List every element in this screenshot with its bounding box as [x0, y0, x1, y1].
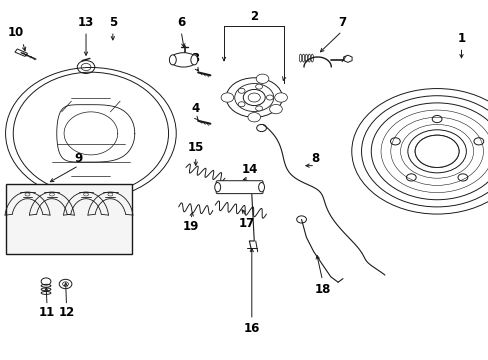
FancyBboxPatch shape [216, 181, 263, 194]
Text: 5: 5 [108, 16, 117, 29]
Text: 1: 1 [456, 32, 465, 45]
Text: 18: 18 [314, 283, 330, 296]
Ellipse shape [5, 67, 176, 199]
Text: 19: 19 [183, 220, 199, 233]
Circle shape [274, 93, 287, 102]
Circle shape [414, 135, 458, 167]
Bar [15, 49, 27, 57]
Ellipse shape [243, 89, 264, 105]
Text: 14: 14 [241, 163, 257, 176]
Circle shape [238, 102, 244, 107]
Text: 15: 15 [187, 141, 203, 154]
Ellipse shape [258, 183, 264, 192]
Text: 6: 6 [177, 16, 185, 29]
Circle shape [256, 74, 268, 84]
Text: 17: 17 [238, 216, 255, 230]
Circle shape [269, 104, 282, 114]
Text: 16: 16 [243, 322, 260, 335]
Circle shape [266, 95, 273, 100]
Ellipse shape [170, 53, 197, 67]
Circle shape [221, 93, 233, 102]
Text: 9: 9 [75, 152, 82, 165]
Ellipse shape [169, 55, 176, 65]
Ellipse shape [214, 183, 220, 192]
Text: 7: 7 [337, 16, 346, 29]
FancyBboxPatch shape [5, 184, 132, 253]
Text: 3: 3 [191, 51, 200, 64]
Text: 2: 2 [250, 10, 258, 23]
Text: 12: 12 [58, 306, 75, 319]
Circle shape [247, 113, 260, 122]
Ellipse shape [226, 78, 282, 117]
Text: 4: 4 [191, 102, 200, 115]
Circle shape [255, 106, 262, 111]
Text: 13: 13 [78, 16, 94, 29]
Text: 10: 10 [7, 27, 23, 40]
Ellipse shape [190, 55, 197, 65]
Text: 11: 11 [39, 306, 55, 319]
Circle shape [238, 88, 244, 93]
Circle shape [255, 84, 262, 89]
Text: 8: 8 [310, 152, 319, 165]
